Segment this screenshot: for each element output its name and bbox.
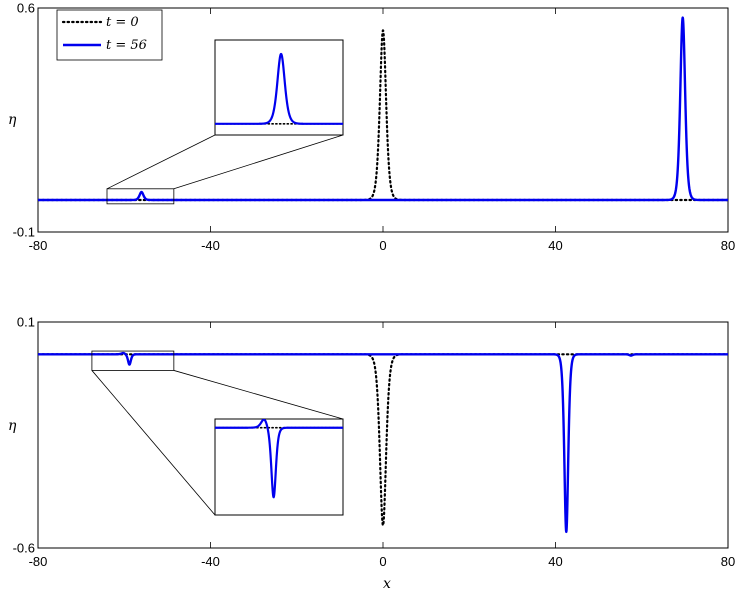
top-x-tick-label: 80 xyxy=(721,238,735,253)
legend-label-t56: t = 56 xyxy=(106,38,147,53)
top-series-line-t56 xyxy=(38,16,728,202)
top-x-tick-label: 40 xyxy=(548,238,562,253)
bottom-inset-series-group xyxy=(215,419,343,499)
top-panel: -80 -40 0 40 80 -0.1 0.6 η t = 0 t = 56 xyxy=(8,1,735,254)
top-x-ticks: -80 -40 0 40 80 xyxy=(29,8,735,253)
bottom-ylabel: η xyxy=(8,418,17,434)
top-inset-line-t56 xyxy=(215,52,343,125)
bottom-y-ticks: -0.6 0.1 xyxy=(13,315,44,556)
bottom-x-tick-label: 80 xyxy=(721,554,735,569)
legend: t = 0 t = 56 xyxy=(56,9,163,61)
bottom-x-ticks: -80 -40 0 40 80 xyxy=(29,322,735,569)
top-zoom-connector-right xyxy=(173,134,344,190)
bottom-x-tick-label: 0 xyxy=(379,554,386,569)
bottom-zoom-box xyxy=(91,350,175,371)
bottom-x-tick-label: 40 xyxy=(548,554,562,569)
bottom-series-group xyxy=(38,351,728,534)
bottom-y-tick-label: -0.6 xyxy=(13,541,35,556)
top-zoom-box xyxy=(106,188,175,205)
top-series-group xyxy=(38,16,728,202)
bottom-inset-line-t56 xyxy=(215,419,343,499)
bottom-plot-area xyxy=(37,321,729,549)
top-inset-series-group xyxy=(215,52,343,125)
top-y-tick-label: -0.1 xyxy=(13,225,35,240)
bottom-panel: -80 -40 0 40 80 -0.6 0.1 η x xyxy=(8,315,735,591)
top-ylabel: η xyxy=(8,112,17,128)
top-inset xyxy=(214,39,344,136)
top-x-tick-label: -40 xyxy=(201,238,220,253)
bottom-x-tick-label: -40 xyxy=(201,554,220,569)
bottom-zoom-connector-left xyxy=(91,370,216,516)
top-x-tick-label: -80 xyxy=(29,238,48,253)
bottom-x-tick-label: -80 xyxy=(29,554,48,569)
bottom-series-line-t56 xyxy=(38,351,728,534)
bottom-xlabel: x xyxy=(383,576,391,591)
top-y-tick-label: 0.6 xyxy=(17,1,35,16)
top-inset-frame xyxy=(214,39,344,136)
bottom-zoom-connector-right xyxy=(173,370,344,420)
top-y-ticks: -0.1 0.6 xyxy=(13,1,44,240)
top-zoom-connector-left xyxy=(106,134,216,190)
bottom-inset xyxy=(214,418,344,516)
top-x-tick-label: 0 xyxy=(379,238,386,253)
bottom-y-tick-label: 0.1 xyxy=(17,315,35,330)
legend-label-t0: t = 0 xyxy=(106,15,139,30)
legend-box xyxy=(56,9,163,61)
